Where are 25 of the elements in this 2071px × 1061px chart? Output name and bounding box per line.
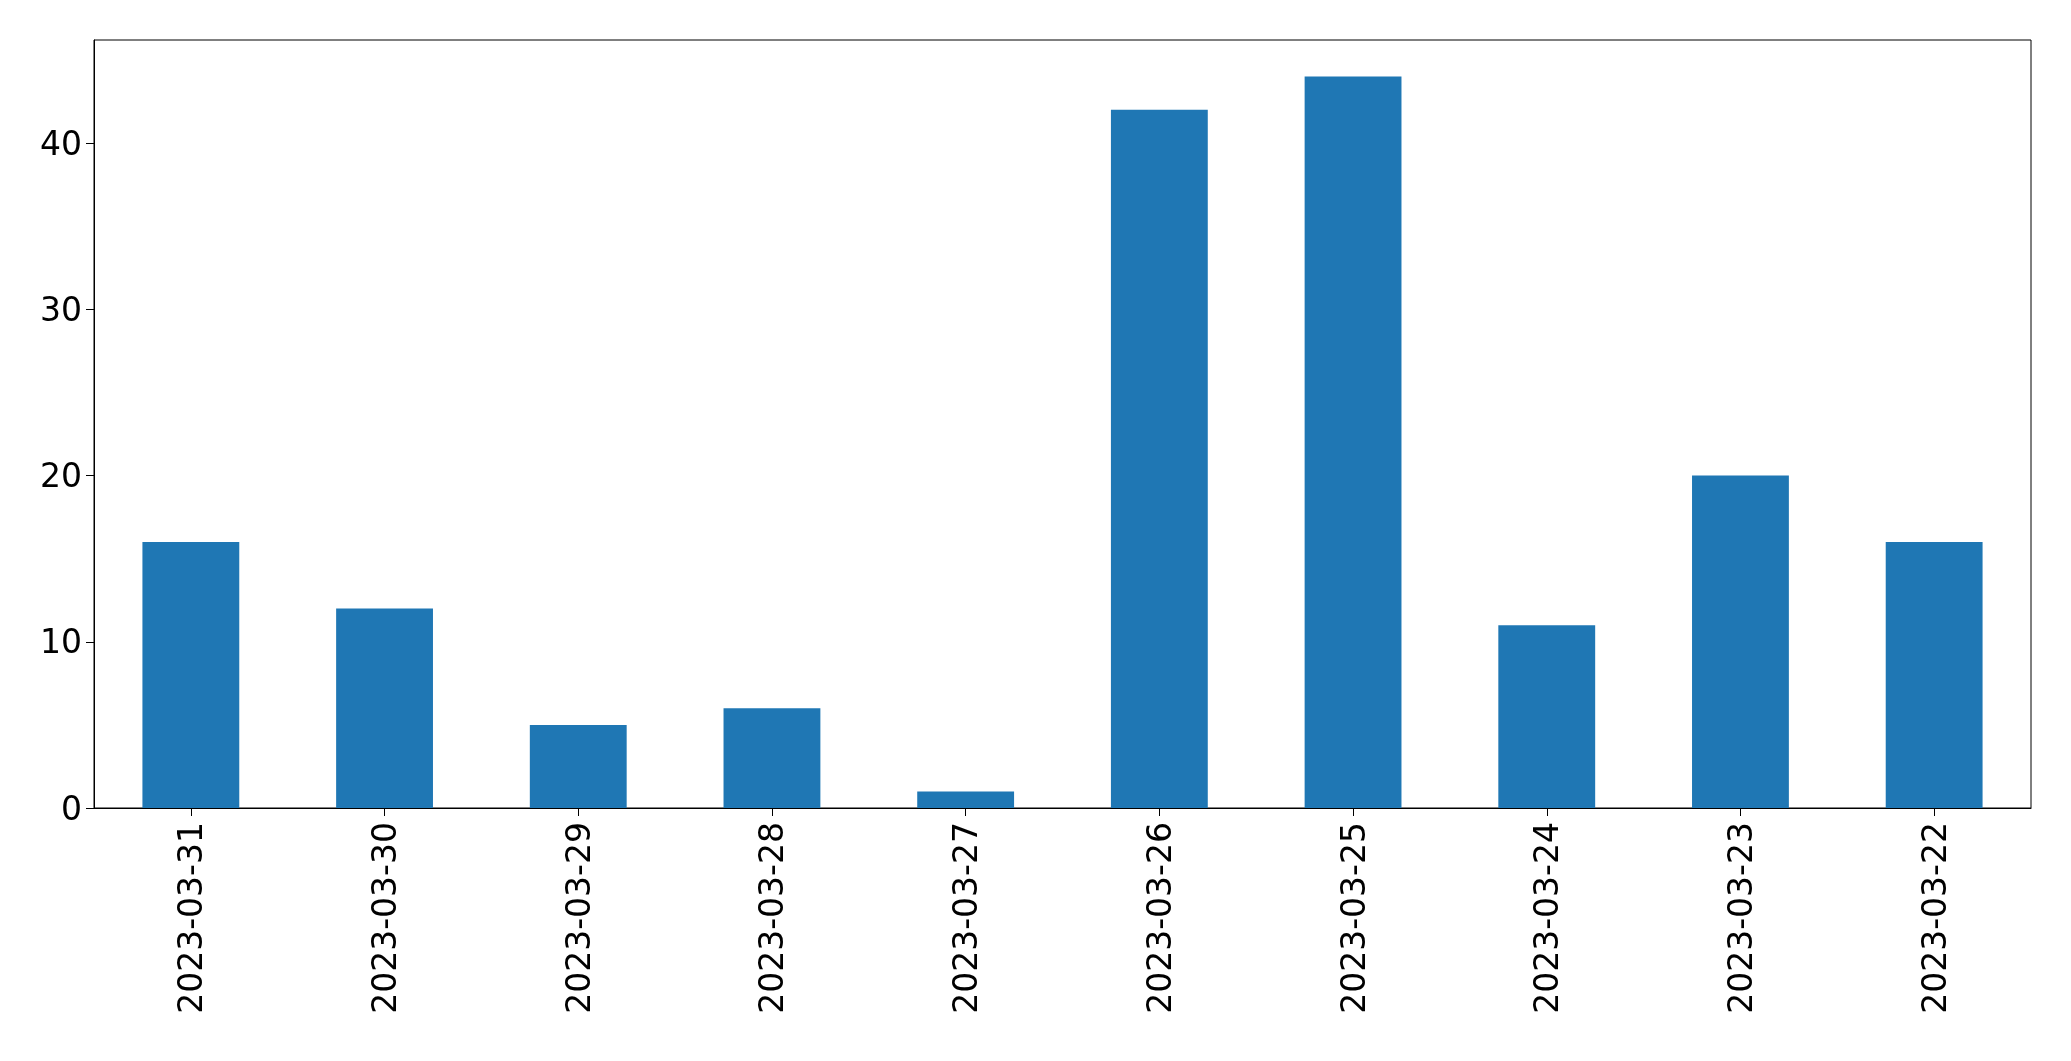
x-tick-label: 2023-03-22 <box>1914 822 1954 1014</box>
x-tick-label: 2023-03-27 <box>946 822 986 1014</box>
bar <box>1304 76 1402 808</box>
y-tick-label: 10 <box>40 622 82 662</box>
x-tick-label: 2023-03-28 <box>752 822 792 1014</box>
x-tick-label: 2023-03-25 <box>1333 822 1373 1014</box>
x-tick-label: 2023-03-23 <box>1720 822 1760 1014</box>
x-tick-label: 2023-03-26 <box>1139 822 1179 1014</box>
bar <box>1885 542 1983 808</box>
bar <box>1110 109 1208 808</box>
x-tick-label: 2023-03-29 <box>558 822 598 1014</box>
bar <box>336 608 433 808</box>
bar <box>1692 475 1789 808</box>
bar <box>529 724 627 808</box>
y-tick-label: 40 <box>40 123 82 163</box>
x-tick-label: 2023-03-30 <box>365 822 405 1014</box>
bar <box>917 791 1015 808</box>
y-tick-label: 30 <box>40 289 82 329</box>
y-tick-label: 20 <box>40 456 82 496</box>
bar <box>1498 625 1596 808</box>
x-tick-label: 2023-03-31 <box>171 822 211 1014</box>
y-tick-label: 0 <box>61 788 82 828</box>
bar <box>142 542 240 808</box>
bar <box>723 708 821 808</box>
x-tick-label: 2023-03-24 <box>1527 822 1567 1014</box>
